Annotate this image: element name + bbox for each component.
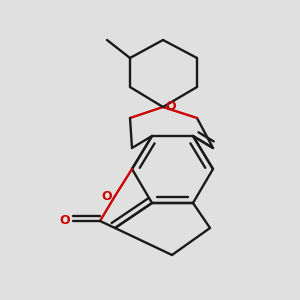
Text: O: O [102, 190, 112, 202]
Text: O: O [166, 100, 176, 113]
Text: O: O [60, 214, 70, 227]
